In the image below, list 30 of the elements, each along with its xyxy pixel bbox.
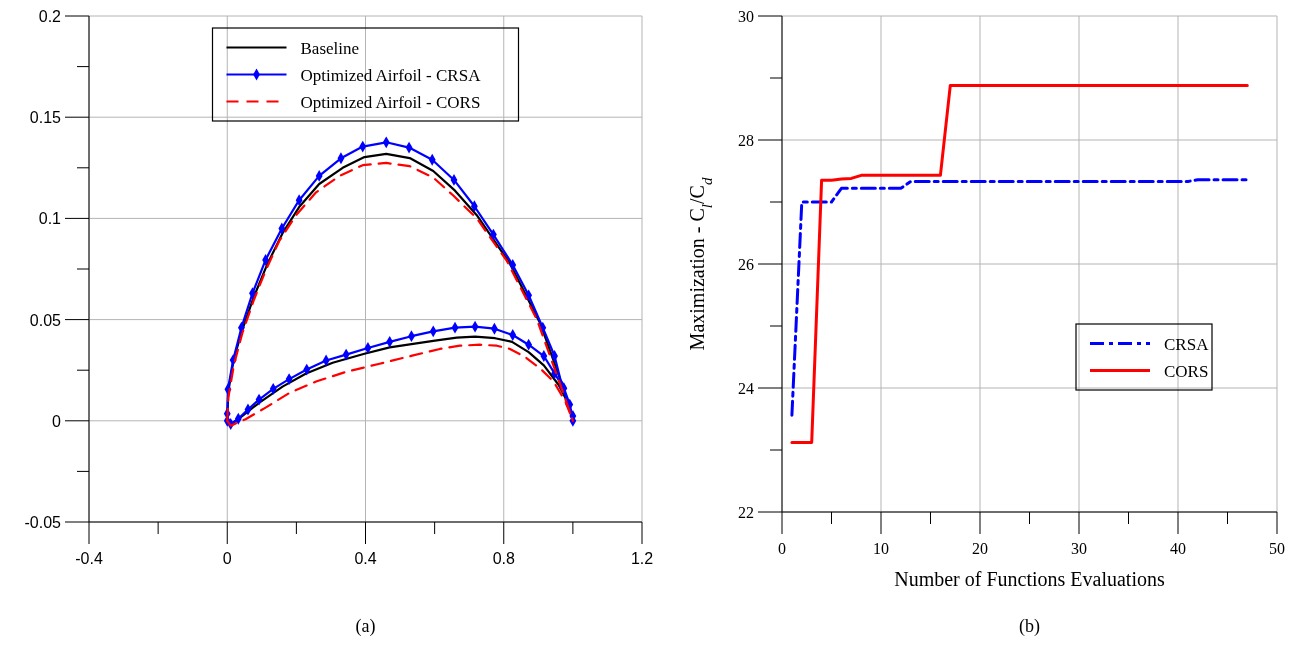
legend-label: Optimized Airfoil - CORS <box>300 92 481 112</box>
legend-label: Optimized Airfoil - CRSA <box>300 65 482 85</box>
y-tick-label: 30 <box>738 8 754 25</box>
x-tick-label: 0 <box>778 540 786 557</box>
x-tick-label: 10 <box>873 540 889 557</box>
x-tick-label: 50 <box>1269 540 1285 557</box>
y-tick-label: 26 <box>738 256 754 273</box>
y-tick-label: 22 <box>738 504 754 521</box>
x-tick-label: 0 <box>222 550 232 567</box>
y-tick-label: -0.05 <box>24 514 62 531</box>
x-tick-label: 20 <box>972 540 988 557</box>
y-tick-label: 0.05 <box>29 311 62 329</box>
x-axis-title: Number of Functions Evaluations <box>894 568 1165 590</box>
y-tick-label: 24 <box>738 380 754 397</box>
y-tick-label: 0 <box>52 412 62 430</box>
x-tick-label: 0.4 <box>354 550 377 567</box>
legend-label: Baseline <box>300 38 360 58</box>
x-tick-label: -0.4 <box>75 550 103 567</box>
y-tick-label: 28 <box>738 132 754 149</box>
text: (a) <box>355 616 376 637</box>
x-tick-label: 0.8 <box>492 550 515 567</box>
x-tick-label: 1.2 <box>630 550 654 567</box>
y-tick-label: 0.1 <box>38 210 62 228</box>
y-tick-label: 0.2 <box>38 8 62 25</box>
x-tick-label: 30 <box>1071 540 1087 557</box>
y-tick-label: 0.15 <box>29 109 62 127</box>
legend-label: CRSA <box>1164 334 1210 354</box>
text: (b) <box>1019 616 1040 637</box>
legend-label: CORS <box>1164 361 1209 381</box>
x-tick-label: 40 <box>1170 540 1186 557</box>
